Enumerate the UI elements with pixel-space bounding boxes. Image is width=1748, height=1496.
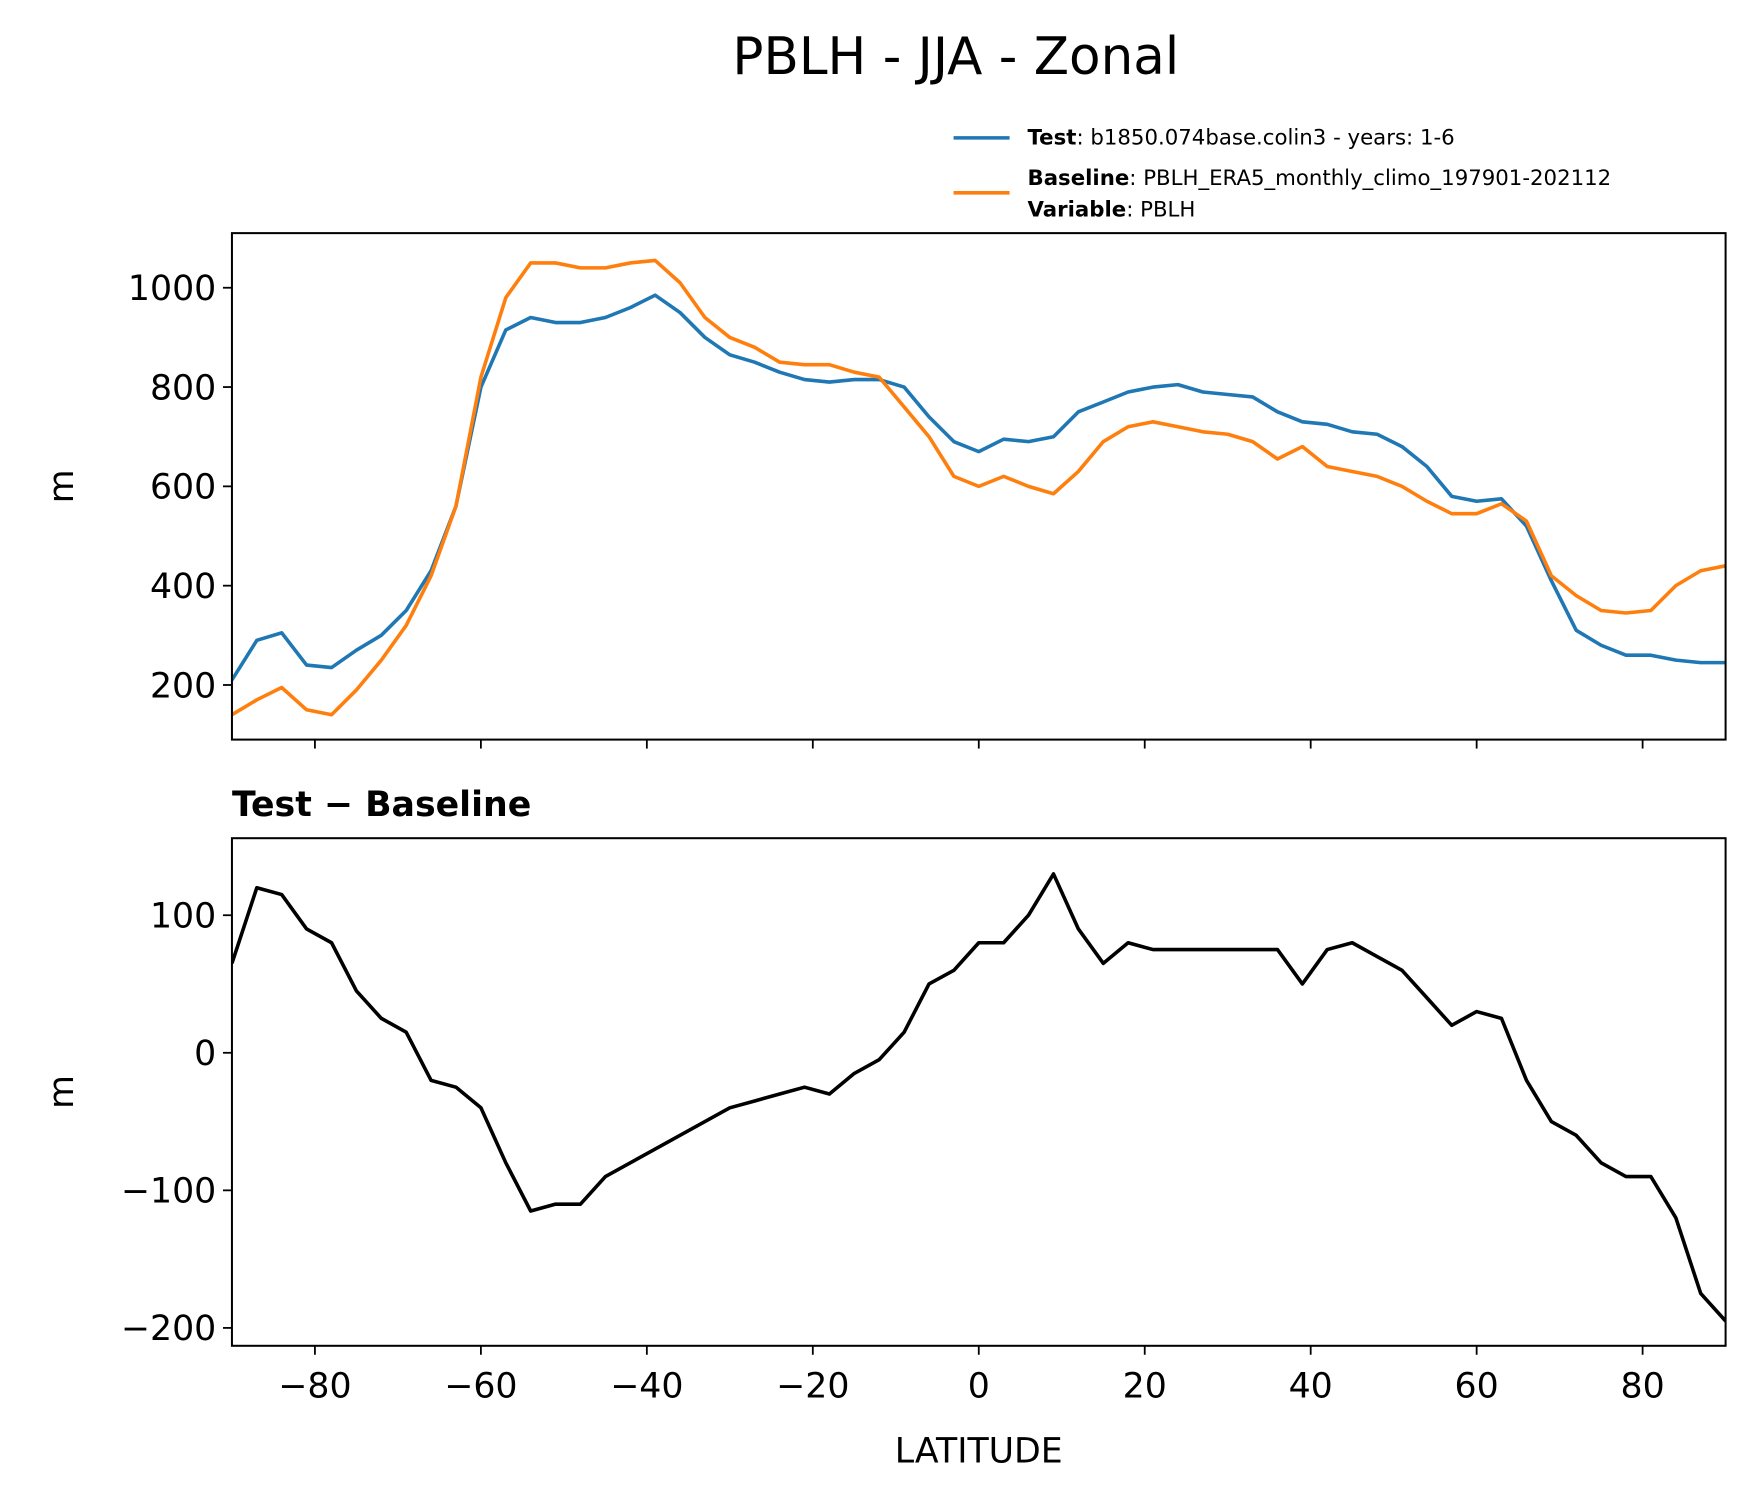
x-tick-label: −40 (610, 1366, 683, 1406)
x-tick-label: −20 (776, 1366, 849, 1406)
x-tick-label: −80 (278, 1366, 351, 1406)
data-line (231, 258, 1726, 717)
panel-title: Test − Baseline (232, 785, 531, 825)
y-tick-label: 100 (150, 897, 216, 937)
x-axis-label: LATITUDE (895, 1431, 1063, 1471)
y-axis-label: m (42, 1075, 82, 1109)
x-tick-label: −60 (444, 1366, 517, 1406)
plot-frame (230, 837, 1727, 1347)
x-tick-label: 60 (1455, 1366, 1499, 1406)
legend-description: : PBLH (1126, 197, 1195, 222)
y-tick-label: 0 (194, 1034, 216, 1074)
y-tick-label: 1000 (128, 269, 216, 309)
chart-title: PBLH - JJA - Zonal (732, 27, 1179, 87)
x-tick-label: 20 (1123, 1366, 1167, 1406)
legend-entry: Baseline: PBLH_ERA5_monthly_climo_197901… (1028, 166, 1612, 191)
data-line (231, 293, 1726, 681)
x-tick-label: 80 (1621, 1366, 1665, 1406)
y-tick-label: 200 (150, 666, 216, 706)
y-tick-label: 400 (150, 567, 216, 607)
y-tick-label: −200 (121, 1309, 216, 1349)
legend-name: Variable (1028, 197, 1127, 222)
y-tick-label: 600 (150, 468, 216, 508)
legend-name: Test (1028, 126, 1077, 151)
y-axis-label: m (42, 469, 82, 503)
y-tick-label: 800 (150, 368, 216, 408)
legend-entry: Variable: PBLH (1028, 197, 1196, 222)
data-line (231, 872, 1726, 1323)
legend-name: Baseline (1028, 166, 1130, 191)
x-tick-label: 0 (968, 1366, 990, 1406)
legend-entry: Test: b1850.074base.colin3 - years: 1-6 (1028, 126, 1455, 151)
legend-description: : PBLH_ERA5_monthly_climo_197901-202112 (1129, 166, 1611, 191)
x-tick-label: 40 (1289, 1366, 1333, 1406)
y-tick-label: −100 (121, 1172, 216, 1212)
legend-description: : b1850.074base.colin3 - years: 1-6 (1076, 126, 1454, 151)
